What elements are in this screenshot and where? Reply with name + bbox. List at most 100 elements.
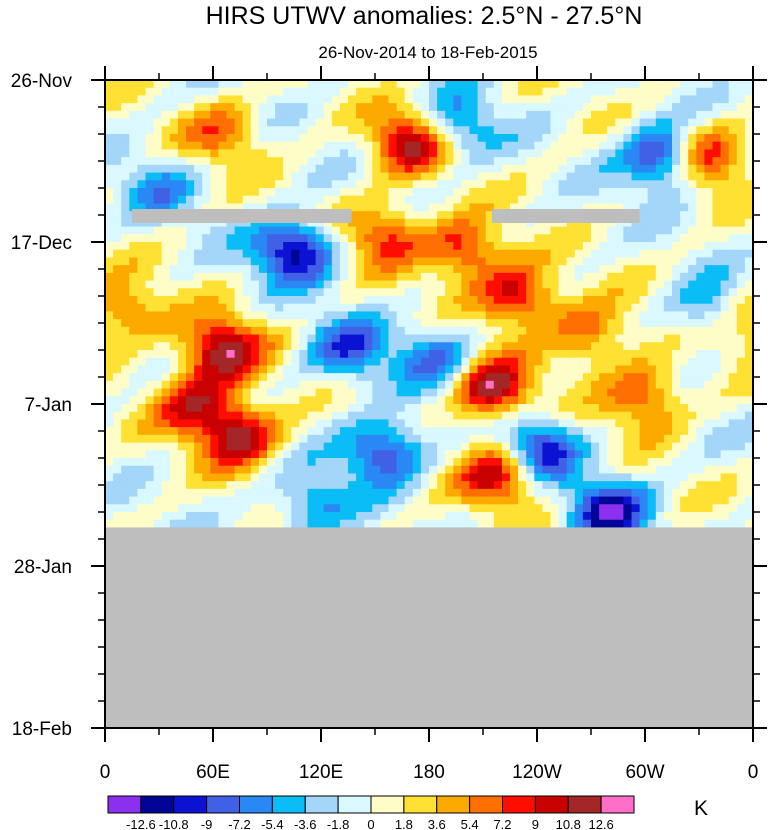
heatmap-cell	[736, 288, 746, 297]
heatmap-cell	[161, 350, 171, 359]
heatmap-cell	[720, 404, 730, 413]
heatmap-cell	[113, 195, 122, 205]
heatmap-cell	[696, 164, 705, 174]
heatmap-cell	[153, 319, 163, 328]
heatmap-cell	[429, 249, 438, 259]
heatmap-cell	[493, 365, 503, 374]
heatmap-cell	[453, 365, 462, 374]
heatmap-cell	[534, 465, 543, 475]
colorbar-label: 12.6	[588, 817, 613, 830]
heatmap-cell	[647, 141, 657, 151]
heatmap-cell	[566, 519, 576, 529]
heatmap-cell	[655, 473, 665, 482]
heatmap-cell	[210, 473, 219, 482]
heatmap-cell	[647, 211, 657, 220]
heatmap-cell	[493, 481, 503, 490]
heatmap-cell	[121, 465, 130, 475]
heatmap-cell	[202, 242, 211, 251]
heatmap-cell	[113, 380, 122, 390]
heatmap-cell	[186, 80, 195, 89]
heatmap-cell	[469, 396, 479, 405]
heatmap-cell	[194, 257, 203, 266]
heatmap-cell	[194, 134, 203, 143]
heatmap-cell	[307, 465, 317, 475]
heatmap-cell	[137, 234, 147, 243]
heatmap-cell	[680, 280, 689, 289]
heatmap-cell	[736, 149, 746, 158]
heatmap-cell	[234, 257, 244, 266]
heatmap-cell	[364, 280, 373, 289]
heatmap-cell	[720, 149, 730, 158]
heatmap-cell	[364, 195, 373, 205]
heatmap-cell	[599, 342, 608, 351]
heatmap-cell	[510, 149, 519, 158]
heatmap-cell	[437, 319, 446, 328]
heatmap-cell	[396, 311, 406, 320]
heatmap-cell	[477, 288, 487, 297]
heatmap-cell	[493, 272, 503, 282]
heatmap-cell	[736, 303, 746, 313]
heatmap-cell	[445, 234, 454, 243]
heatmap-cell	[599, 465, 608, 475]
heatmap-cell	[242, 134, 252, 143]
heatmap-cell	[655, 411, 665, 421]
heatmap-cell	[736, 512, 746, 521]
heatmap-cell	[696, 450, 705, 459]
heatmap-cell	[299, 357, 309, 367]
heatmap-cell	[655, 419, 665, 428]
heatmap-cell	[186, 473, 195, 482]
heatmap-cell	[291, 110, 300, 120]
heatmap-cell	[453, 450, 462, 459]
heatmap-cell	[688, 458, 697, 467]
heatmap-cell	[250, 481, 260, 490]
heatmap-cell	[161, 326, 171, 336]
heatmap-cell	[307, 226, 317, 235]
heatmap-cell	[655, 311, 665, 320]
heatmap-cell	[299, 203, 309, 212]
heatmap-cell	[331, 272, 341, 282]
heatmap-cell	[736, 319, 746, 328]
heatmap-cell	[550, 265, 560, 274]
heatmap-cell	[153, 342, 163, 351]
heatmap-cell	[186, 442, 195, 451]
heatmap-cell	[372, 118, 381, 127]
heatmap-cell	[404, 195, 414, 205]
heatmap-cell	[461, 311, 471, 320]
heatmap-cell	[607, 280, 616, 289]
heatmap-cell	[202, 157, 211, 166]
heatmap-cell	[623, 242, 633, 251]
heatmap-cell	[437, 326, 446, 336]
heatmap-cell	[615, 296, 624, 305]
heatmap-cell	[445, 419, 454, 428]
heatmap-cell	[210, 172, 219, 181]
heatmap-cell	[315, 141, 325, 151]
heatmap-cell	[388, 188, 398, 197]
heatmap-cell	[388, 442, 398, 451]
heatmap-cell	[477, 126, 487, 135]
heatmap-cell	[226, 272, 236, 282]
heatmap-cell	[234, 473, 244, 482]
heatmap-cell	[688, 180, 697, 189]
heatmap-cell	[591, 188, 600, 197]
heatmap-cell	[591, 164, 600, 174]
heatmap-cell	[728, 365, 738, 374]
heatmap-cell	[412, 427, 422, 436]
heatmap-cell	[234, 234, 244, 243]
heatmap-cell	[728, 296, 738, 305]
heatmap-cell	[461, 488, 471, 498]
heatmap-cell	[445, 180, 454, 189]
heatmap-cell	[574, 141, 584, 151]
heatmap-cell	[283, 157, 292, 166]
heatmap-cell	[105, 350, 114, 359]
heatmap-cell	[647, 149, 657, 158]
heatmap-cell	[258, 388, 268, 397]
heatmap-cell	[242, 180, 252, 189]
heatmap-cell	[194, 427, 203, 436]
heatmap-cell	[105, 211, 114, 220]
heatmap-cell	[242, 126, 252, 135]
heatmap-cell	[704, 242, 714, 251]
heatmap-cell	[153, 504, 163, 513]
heatmap-cell	[680, 396, 689, 405]
heatmap-cell	[485, 496, 495, 505]
heatmap-cell	[153, 226, 163, 235]
